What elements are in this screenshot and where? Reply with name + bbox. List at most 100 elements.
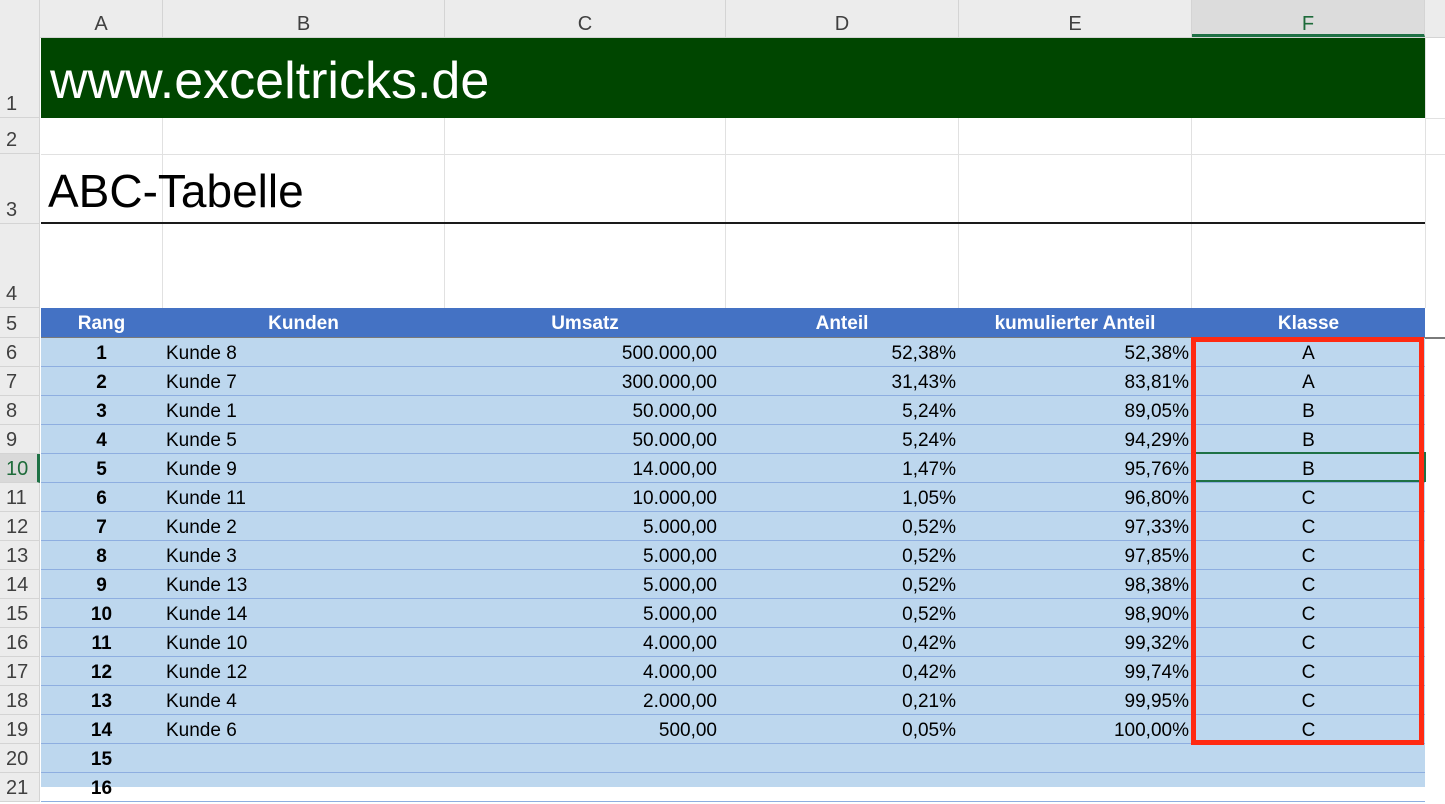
cell-klasse[interactable]: B: [1302, 430, 1315, 451]
cell-kumulierter-anteil[interactable]: 99,32%: [1124, 633, 1189, 654]
cell-klasse[interactable]: C: [1301, 575, 1316, 596]
cell-rang[interactable]: 11: [91, 633, 112, 654]
cell-kumulierter-anteil[interactable]: 94,29%: [1124, 430, 1189, 451]
row-header-15[interactable]: 15: [0, 599, 40, 628]
cell-rang[interactable]: 14: [90, 720, 113, 741]
row-header-21[interactable]: 21: [0, 773, 40, 802]
header-rang[interactable]: Rang: [77, 313, 126, 334]
cell-kunde[interactable]: Kunde 8: [166, 343, 237, 364]
row-header-5[interactable]: 5: [0, 308, 40, 338]
cell-rang[interactable]: 8: [96, 546, 107, 567]
cell-umsatz[interactable]: 5.000,00: [643, 546, 717, 567]
cell-kunde[interactable]: Kunde 6: [166, 720, 237, 741]
cell-umsatz[interactable]: 4.000,00: [643, 662, 717, 683]
header-klasse[interactable]: Klasse: [1277, 313, 1340, 334]
cell-kumulierter-anteil[interactable]: [960, 744, 1189, 773]
cell-rang[interactable]: 16: [90, 778, 113, 799]
cell-umsatz[interactable]: 14.000,00: [632, 459, 717, 480]
row-header-13[interactable]: 13: [0, 541, 40, 570]
cell-klasse[interactable]: C: [1301, 517, 1316, 538]
cell-kumulierter-anteil[interactable]: [960, 773, 1189, 802]
cell-anteil[interactable]: 0,21%: [902, 691, 956, 712]
row-header-19[interactable]: 19: [0, 715, 40, 744]
row-header-14[interactable]: 14: [0, 570, 40, 599]
header-kunden[interactable]: Kunden: [268, 313, 339, 334]
cell-anteil[interactable]: 0,42%: [902, 662, 956, 683]
cell-anteil[interactable]: 1,47%: [902, 459, 956, 480]
cell-kumulierter-anteil[interactable]: 99,74%: [1124, 662, 1189, 683]
cell-kumulierter-anteil[interactable]: 83,81%: [1124, 372, 1189, 393]
column-header-d[interactable]: D: [726, 0, 959, 37]
cell-anteil[interactable]: 31,43%: [891, 372, 956, 393]
cell-anteil[interactable]: [726, 773, 956, 802]
row-header-11[interactable]: 11: [0, 483, 40, 512]
row-header-20[interactable]: 20: [0, 744, 40, 773]
cell-klasse[interactable]: [1192, 773, 1425, 802]
cell-kunde[interactable]: [166, 773, 436, 802]
row-header-18[interactable]: 18: [0, 686, 40, 715]
cell-umsatz[interactable]: 4.000,00: [643, 633, 717, 654]
row-header-12[interactable]: 12: [0, 512, 40, 541]
header-umsatz[interactable]: Umsatz: [551, 313, 619, 334]
header-kumulierter-anteil[interactable]: kumulierter Anteil: [994, 313, 1156, 334]
cell-klasse[interactable]: [1192, 744, 1425, 773]
cell-kunde[interactable]: Kunde 10: [166, 633, 248, 654]
row-header-10[interactable]: 10: [0, 454, 40, 483]
cell-rang[interactable]: 10: [90, 604, 113, 625]
cell-anteil[interactable]: 0,52%: [902, 604, 956, 625]
select-all-corner[interactable]: [0, 0, 40, 37]
cell-kumulierter-anteil[interactable]: 100,00%: [1113, 720, 1189, 741]
cell-klasse[interactable]: A: [1302, 343, 1315, 364]
cell-anteil[interactable]: 0,05%: [902, 720, 956, 741]
cell-rang[interactable]: 12: [90, 662, 113, 683]
cell-kumulierter-anteil[interactable]: 98,90%: [1124, 604, 1189, 625]
row-header-4[interactable]: 4: [0, 224, 40, 308]
cell-kunde[interactable]: Kunde 3: [166, 546, 237, 567]
cell-umsatz[interactable]: 50.000,00: [632, 430, 717, 451]
cell-rang[interactable]: 13: [90, 691, 113, 712]
column-header-f[interactable]: F: [1192, 0, 1425, 37]
cell-klasse[interactable]: C: [1301, 691, 1316, 712]
cell-kunde[interactable]: Kunde 1: [166, 401, 237, 422]
cell-anteil[interactable]: 5,24%: [902, 430, 956, 451]
cell-kumulierter-anteil[interactable]: 95,76%: [1124, 459, 1189, 480]
cell-anteil[interactable]: 5,24%: [902, 401, 956, 422]
cell-kunde[interactable]: Kunde 9: [166, 459, 237, 480]
column-header-c[interactable]: C: [445, 0, 726, 37]
cell-kunde[interactable]: Kunde 13: [166, 575, 248, 596]
row-header-2[interactable]: 2: [0, 118, 40, 154]
cell-rang[interactable]: 15: [90, 749, 113, 770]
banner[interactable]: [41, 38, 1425, 118]
cell-rang[interactable]: 1: [96, 343, 107, 364]
cell-rang[interactable]: 4: [96, 430, 107, 451]
cell-anteil[interactable]: 0,52%: [902, 546, 956, 567]
cell-klasse[interactable]: C: [1301, 720, 1316, 741]
column-header-a[interactable]: A: [40, 0, 163, 37]
cell-rang[interactable]: 7: [96, 517, 107, 538]
cell-rang[interactable]: 2: [96, 372, 107, 393]
cell-klasse[interactable]: B: [1302, 459, 1315, 480]
cell-umsatz[interactable]: 5.000,00: [643, 575, 717, 596]
cell-umsatz[interactable]: 500.000,00: [621, 343, 717, 364]
cell-kumulierter-anteil[interactable]: 52,38%: [1124, 343, 1189, 364]
cell-kunde[interactable]: Kunde 5: [166, 430, 237, 451]
cell-umsatz[interactable]: 50.000,00: [632, 401, 717, 422]
cell-kunde[interactable]: Kunde 12: [166, 662, 248, 683]
cell-kunde[interactable]: [166, 744, 436, 773]
cell-umsatz[interactable]: [445, 744, 717, 773]
cell-klasse[interactable]: C: [1301, 633, 1316, 654]
cell-kunde[interactable]: Kunde 11: [166, 488, 246, 509]
header-anteil[interactable]: Anteil: [815, 313, 869, 334]
cell-klasse[interactable]: B: [1302, 401, 1315, 422]
cell-rang[interactable]: 6: [96, 488, 107, 509]
row-header-8[interactable]: 8: [0, 396, 40, 425]
row-header-3[interactable]: 3: [0, 154, 40, 224]
cell-kumulierter-anteil[interactable]: 96,80%: [1124, 488, 1189, 509]
row-header-1[interactable]: 1: [0, 37, 40, 118]
column-header-b[interactable]: B: [163, 0, 445, 37]
cell-anteil[interactable]: 0,42%: [902, 633, 956, 654]
cell-anteil[interactable]: 52,38%: [891, 343, 956, 364]
cell-kunde[interactable]: Kunde 14: [166, 604, 248, 625]
cell-anteil[interactable]: 0,52%: [902, 575, 956, 596]
cell-umsatz[interactable]: 2.000,00: [643, 691, 717, 712]
